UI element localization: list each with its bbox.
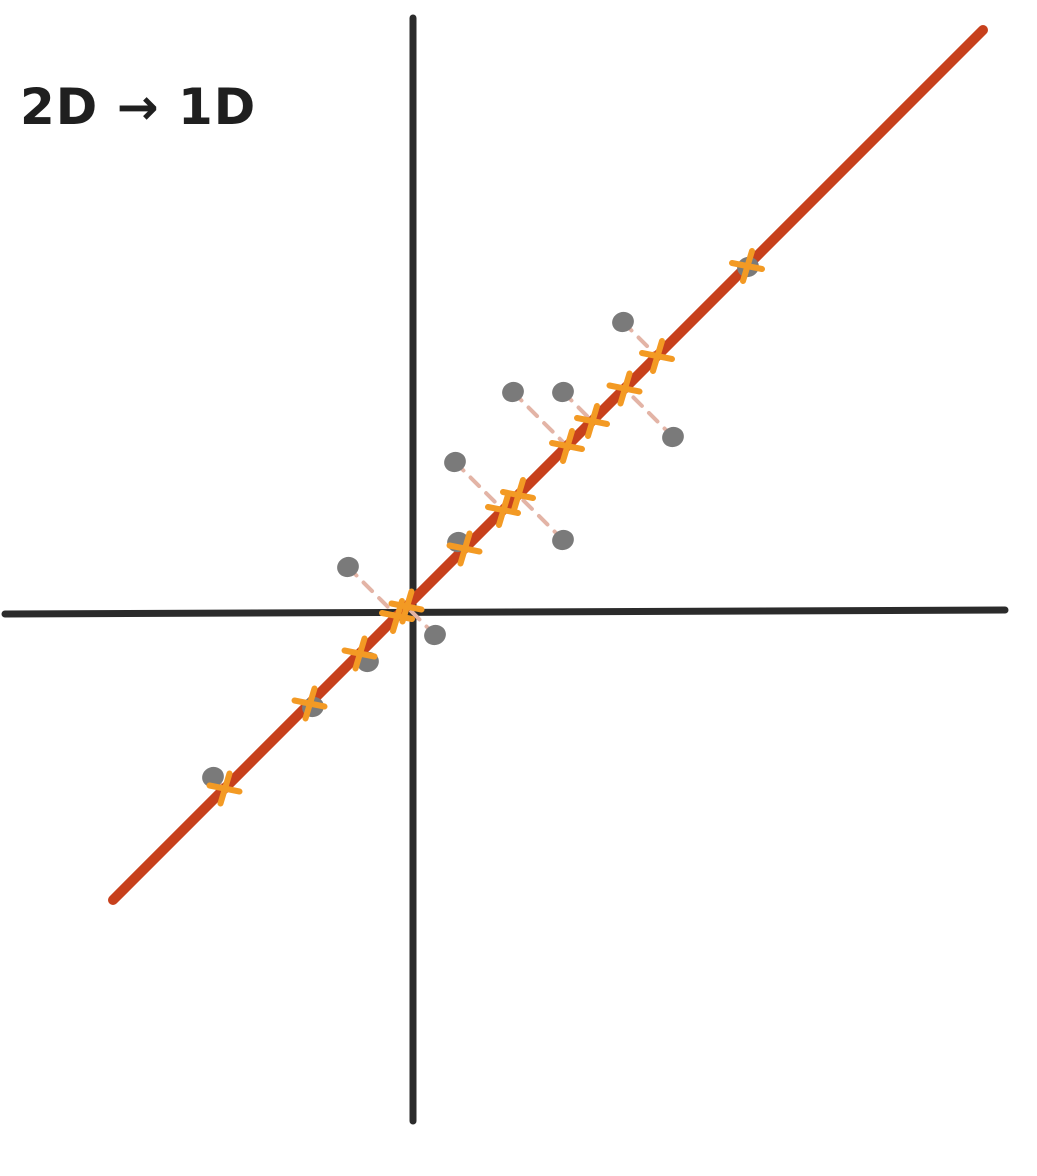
projected-point-mark: [341, 635, 378, 672]
projected-point-mark: [291, 685, 328, 722]
data-point: [502, 381, 524, 403]
data-point: [424, 624, 446, 646]
projection-dash: [622, 386, 675, 439]
projected-point-mark: [500, 477, 536, 513]
data-point: [202, 766, 224, 788]
diagram-title: 2D → 1D: [20, 78, 257, 136]
projection-dash: [453, 460, 505, 512]
data-point: [662, 426, 684, 448]
x-axis: [1, 606, 1009, 618]
data-point: [552, 381, 574, 403]
projected-points: [206, 248, 765, 807]
projected-point-mark: [729, 248, 765, 284]
projection-dash: [516, 493, 565, 542]
data-point: [337, 556, 359, 578]
projected-point-mark: [446, 530, 483, 567]
principal-component-line: [108, 25, 988, 905]
projection-dash: [346, 565, 399, 618]
projected-point-mark: [549, 428, 585, 464]
projected-point-mark: [388, 588, 425, 625]
projection-dash: [511, 390, 569, 448]
projected-point-mark: [206, 770, 243, 807]
projected-point-mark: [606, 370, 643, 407]
projected-point-mark: [639, 338, 675, 374]
data-point: [612, 311, 634, 333]
data-point: [444, 451, 466, 473]
projected-point-mark: [574, 403, 610, 439]
data-point: [552, 529, 574, 551]
